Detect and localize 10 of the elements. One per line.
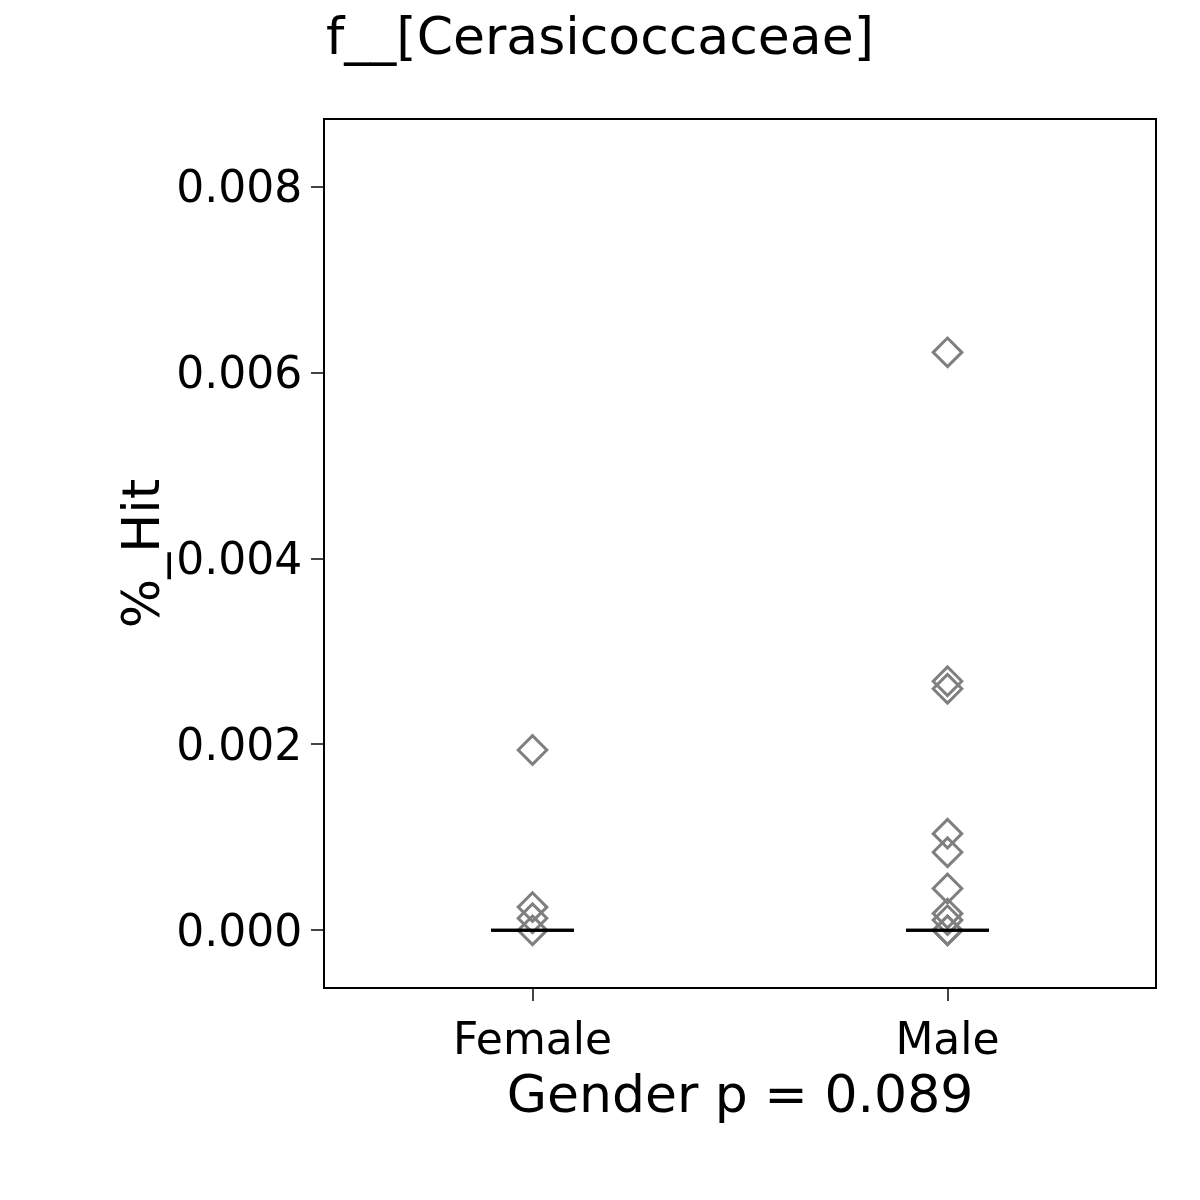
x-axis-title: Gender p = 0.089 bbox=[506, 1063, 974, 1124]
chart-title: f__[Cerasicoccaceae] bbox=[326, 6, 874, 67]
x-tick-label: Female bbox=[452, 1012, 613, 1064]
y-tick-label: 0.006 bbox=[176, 347, 303, 399]
x-tick-label: Male bbox=[895, 1012, 1000, 1064]
y-axis-title: %_Hit bbox=[111, 478, 172, 629]
y-tick-label: 0.002 bbox=[176, 718, 303, 770]
y-tick-label: 0.008 bbox=[176, 161, 303, 213]
y-tick-label: 0.004 bbox=[176, 533, 303, 585]
y-tick-label: 0.000 bbox=[176, 904, 303, 956]
